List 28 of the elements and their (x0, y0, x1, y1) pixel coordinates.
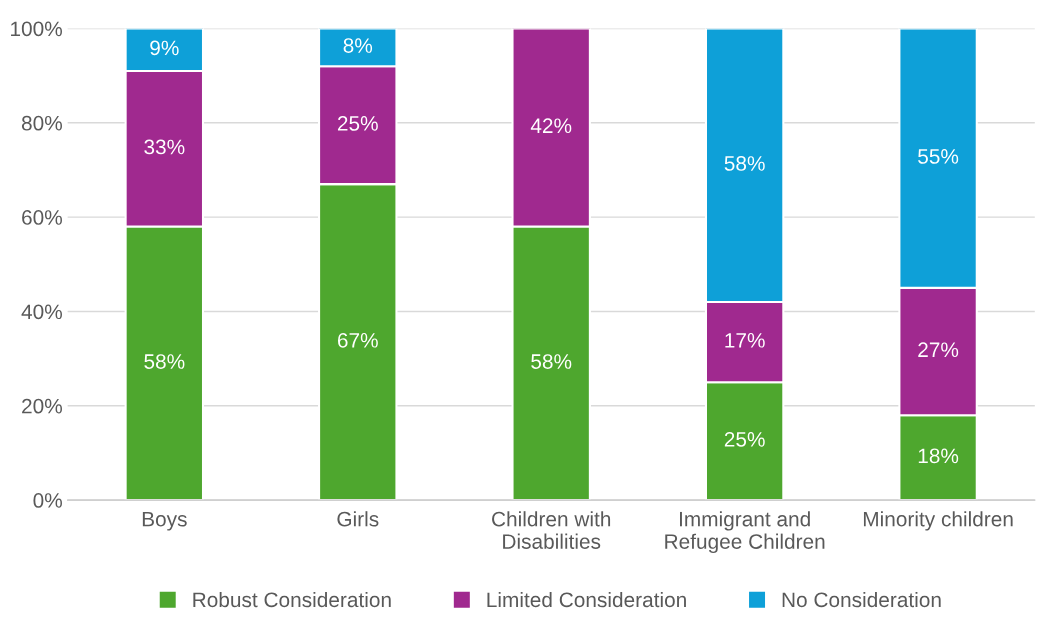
legend-label: Limited Consideration (487, 591, 686, 608)
legend-label: Robust Consideration (193, 591, 391, 608)
data-label: 55% (918, 149, 959, 164)
legend-label: No Consideration (782, 591, 941, 608)
y-tick-label: 40% (21, 304, 62, 320)
data-label: 67% (337, 332, 378, 348)
y-tick-label: 100% (11, 21, 62, 37)
x-tick-label: Minority children (863, 511, 1013, 531)
x-tick-label: Girls (337, 511, 379, 527)
data-label: 18% (918, 448, 959, 464)
data-label: 42% (530, 118, 572, 134)
data-label: 58% (144, 354, 185, 369)
y-tick-label: 20% (22, 398, 62, 414)
data-label: 8% (343, 38, 373, 53)
data-label: 58% (724, 156, 765, 171)
y-tick-label: 80% (21, 115, 62, 131)
data-label: 58% (531, 354, 572, 369)
data-label: 9% (150, 40, 179, 56)
y-tick-label: 0% (33, 493, 62, 508)
data-label: 25% (337, 116, 378, 131)
data-label: 17% (725, 333, 765, 348)
data-label: 27% (918, 342, 959, 358)
y-tick-label: 60% (22, 210, 62, 225)
data-label: 25% (724, 431, 765, 447)
x-tick-label: Boys (142, 511, 187, 531)
x-tick-label: Immigrant and Refugee Children (665, 511, 825, 554)
x-tick-label: Children with Disabilities (492, 511, 611, 549)
data-label: 33% (144, 139, 185, 155)
